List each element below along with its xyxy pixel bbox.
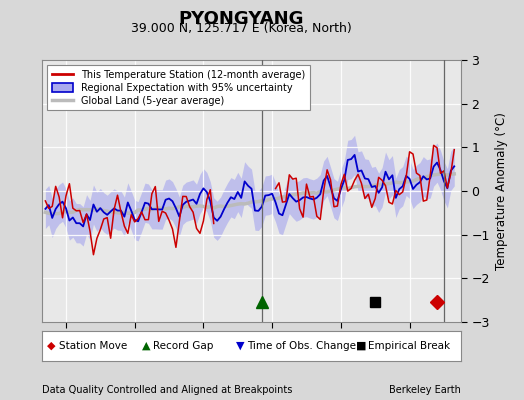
Y-axis label: Temperature Anomaly (°C): Temperature Anomaly (°C)	[496, 112, 508, 270]
Text: Berkeley Earth: Berkeley Earth	[389, 385, 461, 395]
Text: PYONGYANG: PYONGYANG	[178, 10, 304, 28]
Text: 39.000 N, 125.717 E (Korea, North): 39.000 N, 125.717 E (Korea, North)	[130, 22, 352, 35]
Text: ▲: ▲	[141, 341, 150, 351]
Text: ◆: ◆	[47, 341, 56, 351]
Text: Record Gap: Record Gap	[153, 341, 213, 351]
Text: Data Quality Controlled and Aligned at Breakpoints: Data Quality Controlled and Aligned at B…	[42, 385, 292, 395]
Text: Empirical Break: Empirical Break	[368, 341, 450, 351]
Text: ■: ■	[356, 341, 367, 351]
Legend: This Temperature Station (12-month average), Regional Expectation with 95% uncer: This Temperature Station (12-month avera…	[47, 65, 310, 110]
Text: Station Move: Station Move	[59, 341, 127, 351]
Text: Time of Obs. Change: Time of Obs. Change	[247, 341, 356, 351]
Text: ▼: ▼	[236, 341, 244, 351]
